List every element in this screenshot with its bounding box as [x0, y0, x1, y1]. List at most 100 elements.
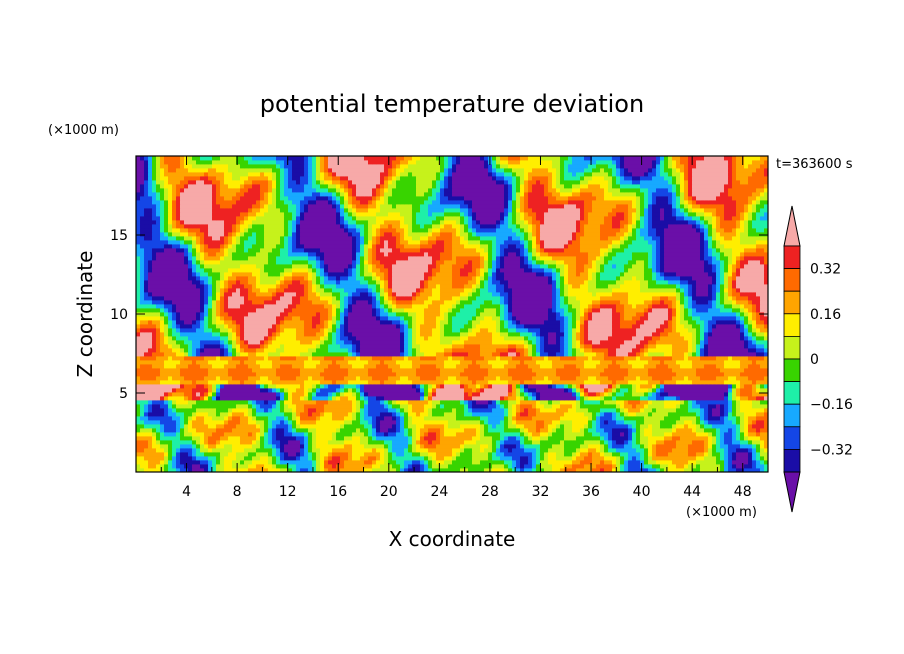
field-cell [764, 348, 768, 353]
field-cell [616, 420, 621, 425]
field-cell [544, 372, 549, 377]
field-cell [388, 360, 393, 365]
field-cell [584, 348, 589, 353]
field-cell [444, 408, 449, 413]
field-cell [260, 380, 265, 385]
field-cell [212, 424, 217, 429]
field-cell [656, 452, 661, 457]
field-cell [428, 352, 433, 357]
field-cell [220, 424, 225, 429]
field-cell [272, 432, 277, 437]
field-cell [232, 404, 237, 409]
field-cell [400, 428, 405, 433]
field-cell [708, 388, 713, 393]
field-cell [312, 392, 317, 397]
field-cell [296, 356, 301, 361]
field-cell [400, 420, 405, 425]
field-cell [728, 436, 733, 441]
field-cell [228, 404, 233, 409]
field-cell [340, 440, 345, 445]
field-cell [136, 448, 141, 453]
field-cell [568, 456, 573, 461]
field-cell [268, 388, 273, 393]
field-cell [544, 428, 549, 433]
field-cell [492, 468, 497, 472]
field-cell [280, 364, 285, 369]
field-cell [584, 368, 589, 373]
field-cell [224, 440, 229, 445]
field-cell [716, 440, 721, 445]
field-cell [548, 452, 553, 457]
field-cell [204, 452, 209, 457]
field-cell [308, 388, 313, 393]
field-cell [168, 420, 173, 425]
field-cell [576, 368, 581, 373]
field-cell [168, 392, 173, 397]
field-cell [760, 448, 765, 453]
field-cell [172, 400, 177, 405]
field-cell [612, 428, 617, 433]
field-cell [192, 360, 197, 365]
field-cell [204, 428, 209, 433]
field-cell [288, 440, 293, 445]
field-cell [624, 352, 629, 357]
field-cell [584, 444, 589, 449]
field-cell [228, 388, 233, 393]
field-cell [232, 428, 237, 433]
field-cell [764, 408, 768, 413]
field-cell [732, 456, 737, 461]
field-cell [276, 396, 281, 401]
field-cell [176, 424, 181, 429]
field-cell [532, 448, 537, 453]
field-cell [564, 416, 569, 421]
field-cell [428, 440, 433, 445]
field-cell [704, 380, 709, 385]
field-cell [148, 376, 153, 381]
field-cell [604, 380, 609, 385]
field-cell [176, 412, 181, 417]
field-cell [584, 360, 589, 365]
field-cell [256, 440, 261, 445]
field-cell [240, 348, 245, 353]
field-cell [464, 404, 469, 409]
field-cell [188, 404, 193, 409]
field-cell [716, 424, 721, 429]
field-cell [196, 436, 201, 441]
field-cell [380, 428, 385, 433]
field-cell [668, 376, 673, 381]
field-cell [488, 412, 493, 417]
field-cell [752, 368, 757, 373]
field-cell [532, 424, 537, 429]
field-cell [432, 384, 437, 389]
field-cell [544, 384, 549, 389]
field-cell [580, 360, 585, 365]
field-cell [332, 420, 337, 425]
field-cell [628, 464, 633, 469]
field-cell [380, 392, 385, 397]
field-cell [724, 468, 729, 472]
field-cell [496, 416, 501, 421]
field-cell [676, 468, 681, 472]
field-cell [424, 368, 429, 373]
field-cell [672, 456, 677, 461]
field-cell [496, 372, 501, 377]
field-cell [160, 408, 165, 413]
field-cell [380, 420, 385, 425]
field-cell [564, 392, 569, 397]
field-cell [760, 348, 765, 353]
field-cell [244, 412, 249, 417]
field-cell [136, 452, 141, 457]
field-cell [260, 444, 265, 449]
field-cell [712, 452, 717, 457]
field-cell [308, 352, 313, 357]
field-cell [324, 380, 329, 385]
field-cell [752, 424, 757, 429]
field-cell [508, 408, 513, 413]
field-cell [656, 360, 661, 365]
field-cell [164, 344, 169, 349]
field-cell [300, 360, 305, 365]
field-cell [488, 428, 493, 433]
field-cell [744, 460, 749, 465]
field-cell [304, 420, 309, 425]
